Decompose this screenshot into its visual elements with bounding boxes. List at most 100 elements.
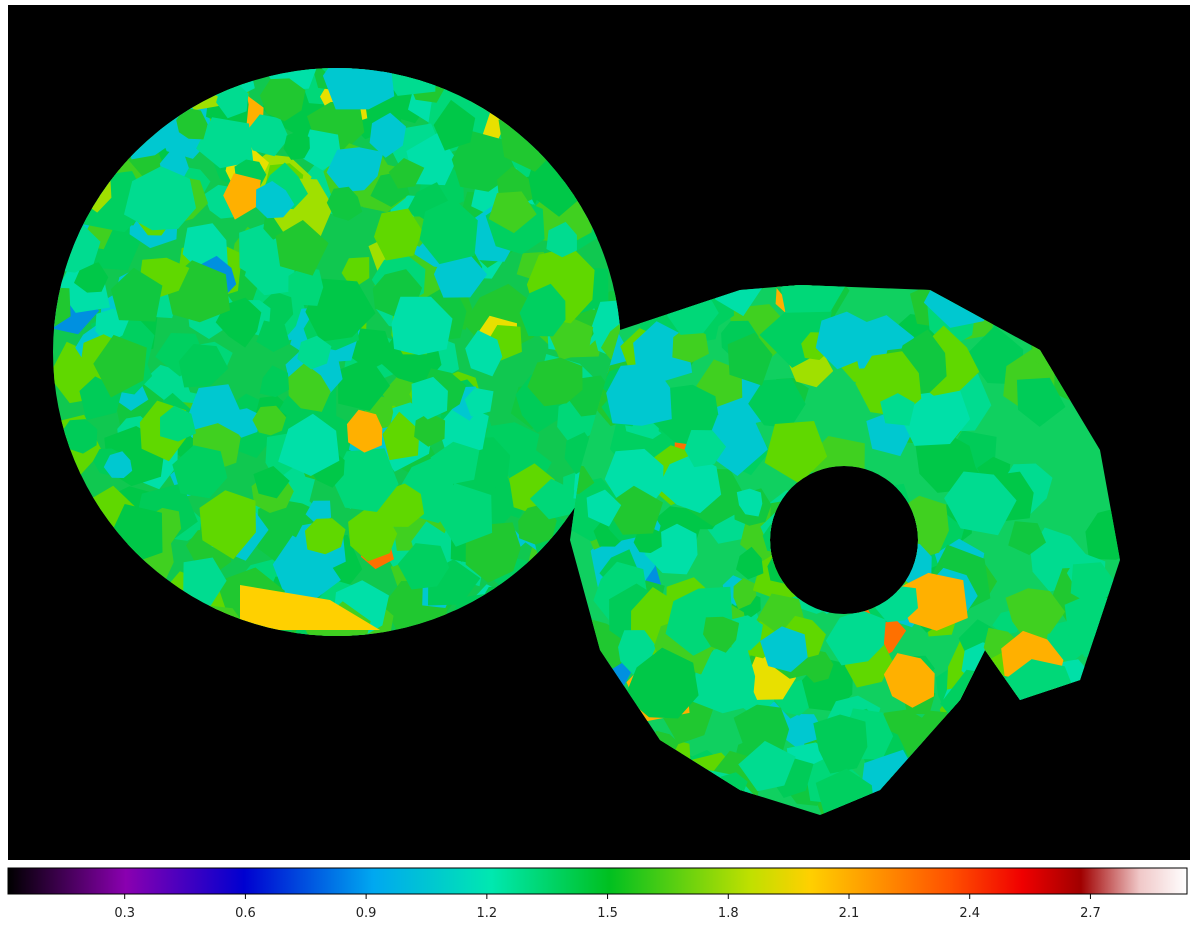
- cell: [275, 220, 329, 276]
- cell: [727, 332, 773, 386]
- cell: [1005, 588, 1066, 641]
- cell: [74, 262, 109, 293]
- cell: [703, 616, 740, 653]
- cell: [252, 405, 287, 436]
- cell: [338, 357, 390, 411]
- cell: [388, 158, 425, 189]
- cell: [430, 441, 480, 486]
- cell: [326, 147, 384, 193]
- cell: [216, 83, 249, 119]
- cell: [693, 645, 756, 714]
- cell: [733, 578, 757, 610]
- tick-label: 1.2: [476, 906, 497, 921]
- cell: [657, 454, 722, 514]
- cell: [883, 653, 935, 708]
- cell: [53, 287, 71, 331]
- tick-label: 0.9: [356, 906, 377, 921]
- tick-label: 1.8: [718, 906, 739, 921]
- cell: [223, 173, 261, 220]
- cell: [606, 362, 672, 426]
- tick-label: 2.4: [959, 906, 980, 921]
- cell: [288, 267, 324, 306]
- cell: [160, 405, 197, 442]
- cell: [255, 181, 295, 219]
- cell: [733, 704, 790, 759]
- cell: [93, 334, 147, 398]
- cell: [272, 535, 341, 602]
- cell: [1008, 521, 1046, 555]
- cell: [600, 318, 621, 367]
- cell: [261, 68, 320, 91]
- cell: [1016, 377, 1066, 427]
- cell: [414, 412, 446, 447]
- cell: [332, 448, 399, 512]
- cell: [451, 129, 517, 192]
- cell: [436, 483, 493, 547]
- cell: [586, 489, 622, 527]
- cell: [736, 488, 763, 517]
- cell: [411, 376, 448, 420]
- cell: [419, 198, 478, 265]
- cell: [231, 408, 261, 438]
- cell: [253, 466, 290, 499]
- cell: [815, 311, 875, 370]
- cell: [736, 546, 764, 580]
- cell: [59, 419, 98, 454]
- cell: [760, 626, 808, 673]
- cell: [283, 131, 310, 160]
- cell: [546, 221, 577, 258]
- cell: [748, 378, 806, 429]
- cell: [382, 411, 420, 461]
- cell: [465, 330, 503, 377]
- cell: [288, 363, 331, 412]
- cell: [684, 430, 727, 468]
- cell: [374, 208, 423, 261]
- cell: [703, 415, 768, 476]
- cell: [825, 610, 886, 666]
- cell: [624, 647, 699, 719]
- cell: [397, 543, 450, 590]
- cell: [464, 387, 494, 417]
- cell: [297, 335, 332, 370]
- cell: [813, 714, 868, 774]
- tick-label: 0.3: [114, 906, 135, 921]
- tick-label: 1.5: [597, 906, 618, 921]
- cell: [259, 78, 306, 122]
- cell: [433, 99, 476, 151]
- cell: [326, 186, 363, 221]
- cell: [1070, 562, 1118, 608]
- cell: [944, 471, 1017, 536]
- cell: [322, 68, 395, 110]
- cell: [529, 478, 575, 520]
- cell: [178, 343, 229, 388]
- cell: [300, 129, 342, 171]
- cell: [240, 585, 380, 630]
- cell: [1085, 507, 1120, 560]
- cell: [103, 451, 133, 478]
- colorbar: [7, 867, 1188, 895]
- cell: [256, 320, 290, 352]
- tick-label: 2.1: [839, 906, 860, 921]
- cell: [764, 421, 828, 484]
- cell: [259, 365, 290, 398]
- cell: [278, 413, 340, 476]
- cell: [896, 572, 968, 631]
- cell: [369, 112, 406, 158]
- cell: [738, 740, 796, 792]
- cell: [519, 283, 566, 337]
- colorbar-ticks: 0.3 0.6 0.9 1.2 1.5 1.8 2.1 2.4 2.7: [114, 894, 1101, 921]
- cell: [199, 490, 256, 560]
- cell: [124, 166, 196, 231]
- cell: [176, 107, 208, 140]
- cell: [172, 445, 228, 499]
- tick-label: 2.7: [1080, 906, 1101, 921]
- cell: [604, 485, 663, 535]
- tick-label: 0.6: [235, 906, 256, 921]
- cell: [880, 393, 915, 426]
- cell: [183, 557, 227, 606]
- cell: [304, 518, 346, 555]
- cell: [391, 296, 453, 356]
- cell: [110, 267, 163, 322]
- cell: [196, 117, 254, 169]
